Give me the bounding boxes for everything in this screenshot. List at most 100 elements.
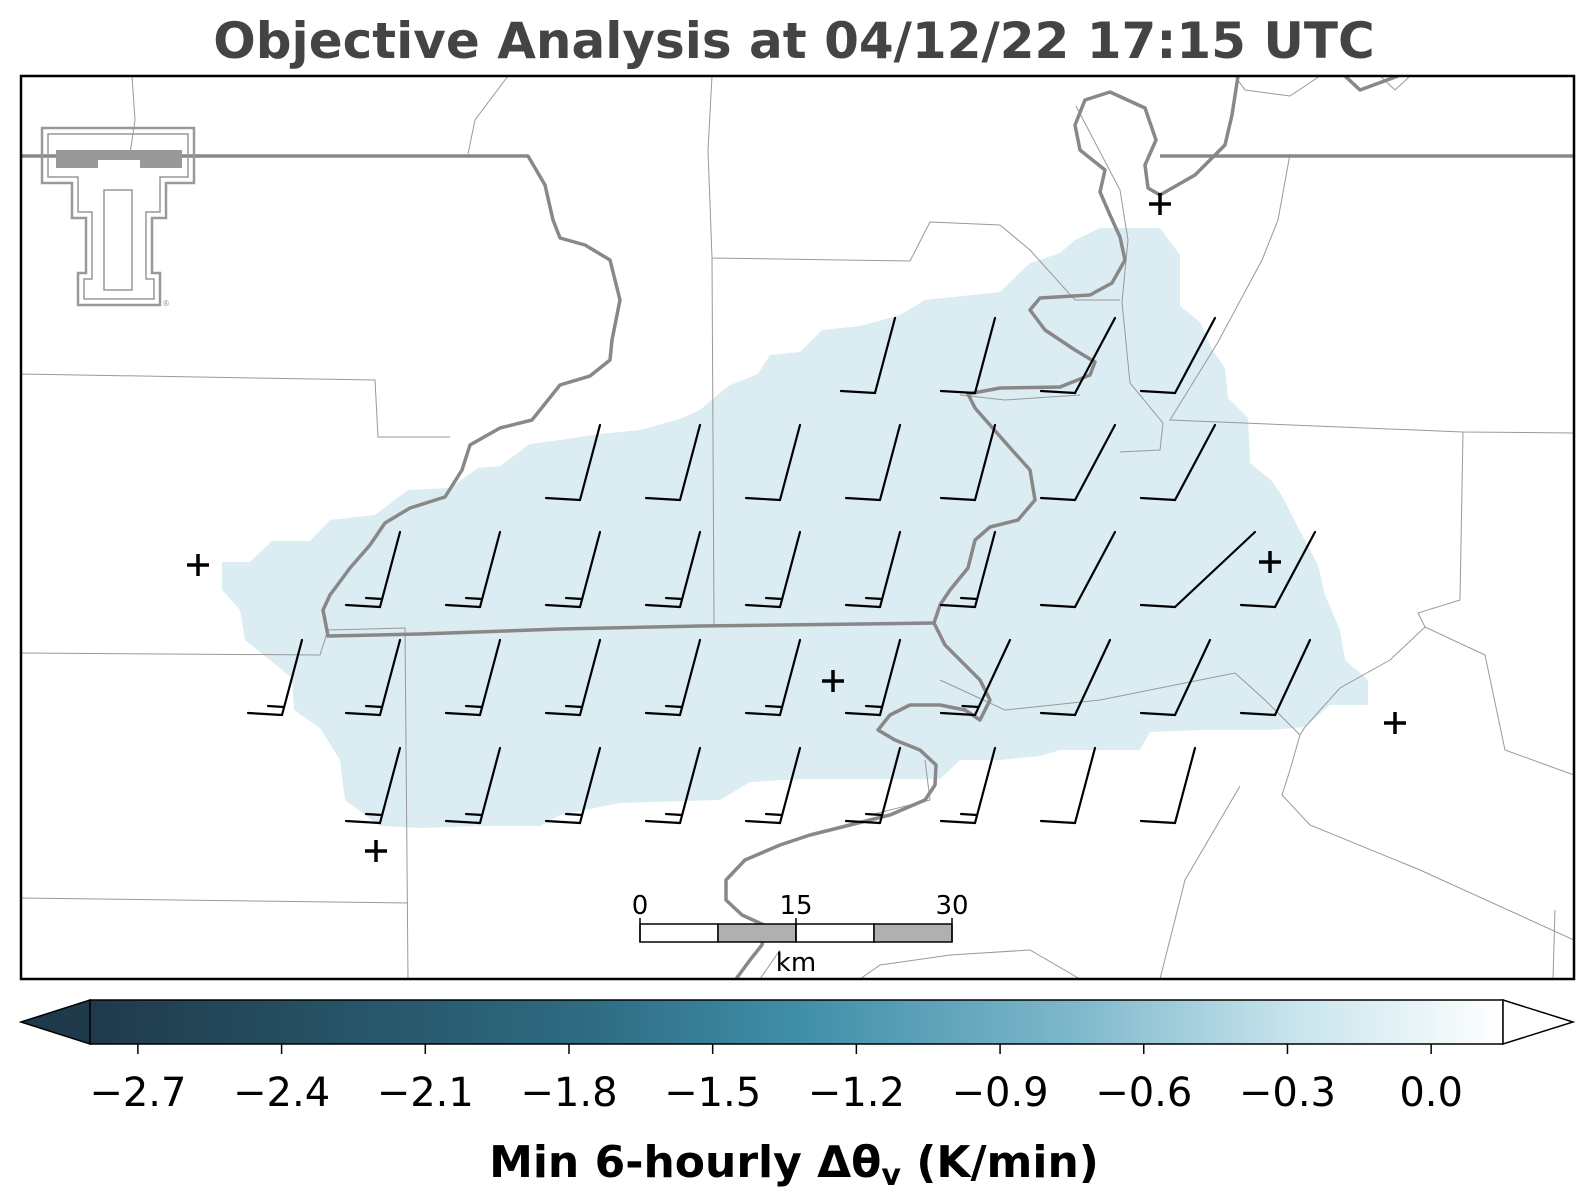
wind-barb <box>744 638 802 717</box>
wind-barb-flag <box>1139 389 1177 395</box>
wind-barb-half-flag <box>664 812 684 817</box>
wind-barb-half-flag <box>764 812 784 817</box>
colorbar-tick-label: −2.7 <box>89 1070 186 1116</box>
wind-barb-flag <box>544 603 582 609</box>
colorbar: −2.7 −2.4 −2.1 −1.8 −1.5 −1.2 −0.9 −0.6 −0.3 0.0 … <box>18 998 1576 1193</box>
wind-barb-half-flag <box>664 596 684 601</box>
wind-barb-staff <box>973 423 997 502</box>
wind-barb <box>246 638 304 717</box>
wind-barb <box>744 530 802 609</box>
svg-text:®: ® <box>162 299 170 308</box>
wind-barb-flag <box>844 496 882 502</box>
wind-barb <box>1039 638 1112 717</box>
wind-barb-flag <box>939 389 977 395</box>
wind-barb <box>544 638 602 717</box>
station-marker <box>1259 551 1281 573</box>
wind-barb-half-flag <box>664 704 684 709</box>
station-marker <box>1149 193 1171 215</box>
rivers <box>21 76 1574 979</box>
wind-barb-staff <box>1073 638 1112 717</box>
colorbar-ticks: −2.7 −2.4 −2.1 −1.8 −1.5 −1.2 −0.9 −0.6 −0.3 0.0 <box>89 1044 1463 1116</box>
wind-barb-flag <box>444 819 482 825</box>
wind-barb-staff <box>378 530 402 609</box>
wind-barb-flag <box>246 711 284 717</box>
wind-barb-staff <box>878 746 902 825</box>
wind-barb-staff <box>1173 423 1217 502</box>
wind-barb-half-flag <box>864 812 884 817</box>
wind-barb-staff <box>578 423 602 502</box>
wind-barb-half-flag <box>864 596 884 601</box>
wind-barb-staff <box>878 530 902 609</box>
wind-barb-flag <box>644 711 682 717</box>
wind-barb-staff <box>478 638 502 717</box>
wind-barb-staff <box>578 746 602 825</box>
wind-barb <box>1039 316 1117 395</box>
wind-barb-half-flag <box>464 704 484 709</box>
wind-barb-staff <box>280 638 304 717</box>
scale-label-0: 0 <box>632 891 649 921</box>
wind-barb-flag <box>344 711 382 717</box>
wind-barb-flag <box>1239 603 1277 609</box>
wind-barb <box>644 530 702 609</box>
wind-barb-flag <box>744 496 782 502</box>
wind-barb-staff <box>778 638 802 717</box>
wind-barb-flag <box>844 603 882 609</box>
wind-barb <box>344 746 402 825</box>
wind-barbs <box>246 316 1317 825</box>
wind-barb-staff <box>478 746 502 825</box>
wind-barb-staff <box>1173 746 1197 825</box>
wind-barb-half-flag <box>764 596 784 601</box>
wind-barb-half-flag <box>364 704 384 709</box>
wind-barb-half-flag <box>266 704 286 709</box>
colorbar-tick-label: −1.2 <box>808 1070 905 1116</box>
colorbar-label-main: Min 6-hourly Δθ <box>489 1137 881 1188</box>
wind-barb <box>744 423 802 502</box>
wind-barb-flag <box>1239 711 1277 717</box>
colorbar-tick-label: 0.0 <box>1399 1070 1463 1116</box>
colorbar-tick-label: −2.4 <box>233 1070 330 1116</box>
wind-barb <box>939 423 997 502</box>
wind-barb-staff <box>873 316 897 395</box>
wind-barb <box>1139 746 1197 825</box>
wind-barb <box>1139 316 1217 395</box>
wind-barb-staff <box>578 638 602 717</box>
wind-barb-half-flag <box>864 704 884 709</box>
colorbar-tick-label: −2.1 <box>377 1070 474 1116</box>
wind-barb <box>344 530 402 609</box>
wind-barb <box>939 638 1012 717</box>
scale-unit: km <box>776 948 816 978</box>
wind-barb <box>844 530 902 609</box>
colorbar-tick-label: −0.6 <box>1095 1070 1192 1116</box>
wind-barb-flag <box>544 711 582 717</box>
wind-barb-staff <box>1173 530 1257 609</box>
wind-barb-flag <box>544 496 582 502</box>
wind-barb-flag <box>1139 819 1177 825</box>
wind-barb <box>644 638 702 717</box>
wind-barb-half-flag <box>564 704 584 709</box>
wind-barb-staff <box>878 638 902 717</box>
wind-barb-flag <box>344 603 382 609</box>
wind-barb-staff <box>1073 423 1117 502</box>
wind-barb <box>544 530 602 609</box>
colorbar-tick-label: −0.3 <box>1239 1070 1336 1116</box>
wind-barb-staff <box>578 530 602 609</box>
wind-barb <box>344 638 402 717</box>
wind-barb <box>644 423 702 502</box>
wind-barb <box>644 746 702 825</box>
wind-barb-half-flag <box>564 812 584 817</box>
wind-barb-flag <box>644 496 682 502</box>
wind-barb <box>444 638 502 717</box>
colorbar-tick-label: −1.8 <box>520 1070 617 1116</box>
colorbar-body <box>89 999 1504 1045</box>
wind-barb-flag <box>1139 496 1177 502</box>
wind-barb-staff <box>973 530 997 609</box>
wind-barb <box>844 746 902 825</box>
wind-barb-flag <box>444 603 482 609</box>
wind-barb-flag <box>644 819 682 825</box>
wind-barb-flag <box>844 819 882 825</box>
colorbar-extend-low <box>18 998 91 1046</box>
wind-barb-flag <box>1039 496 1077 502</box>
wind-barb-flag <box>544 819 582 825</box>
wind-barb-half-flag <box>564 596 584 601</box>
station-marker <box>1384 712 1406 734</box>
